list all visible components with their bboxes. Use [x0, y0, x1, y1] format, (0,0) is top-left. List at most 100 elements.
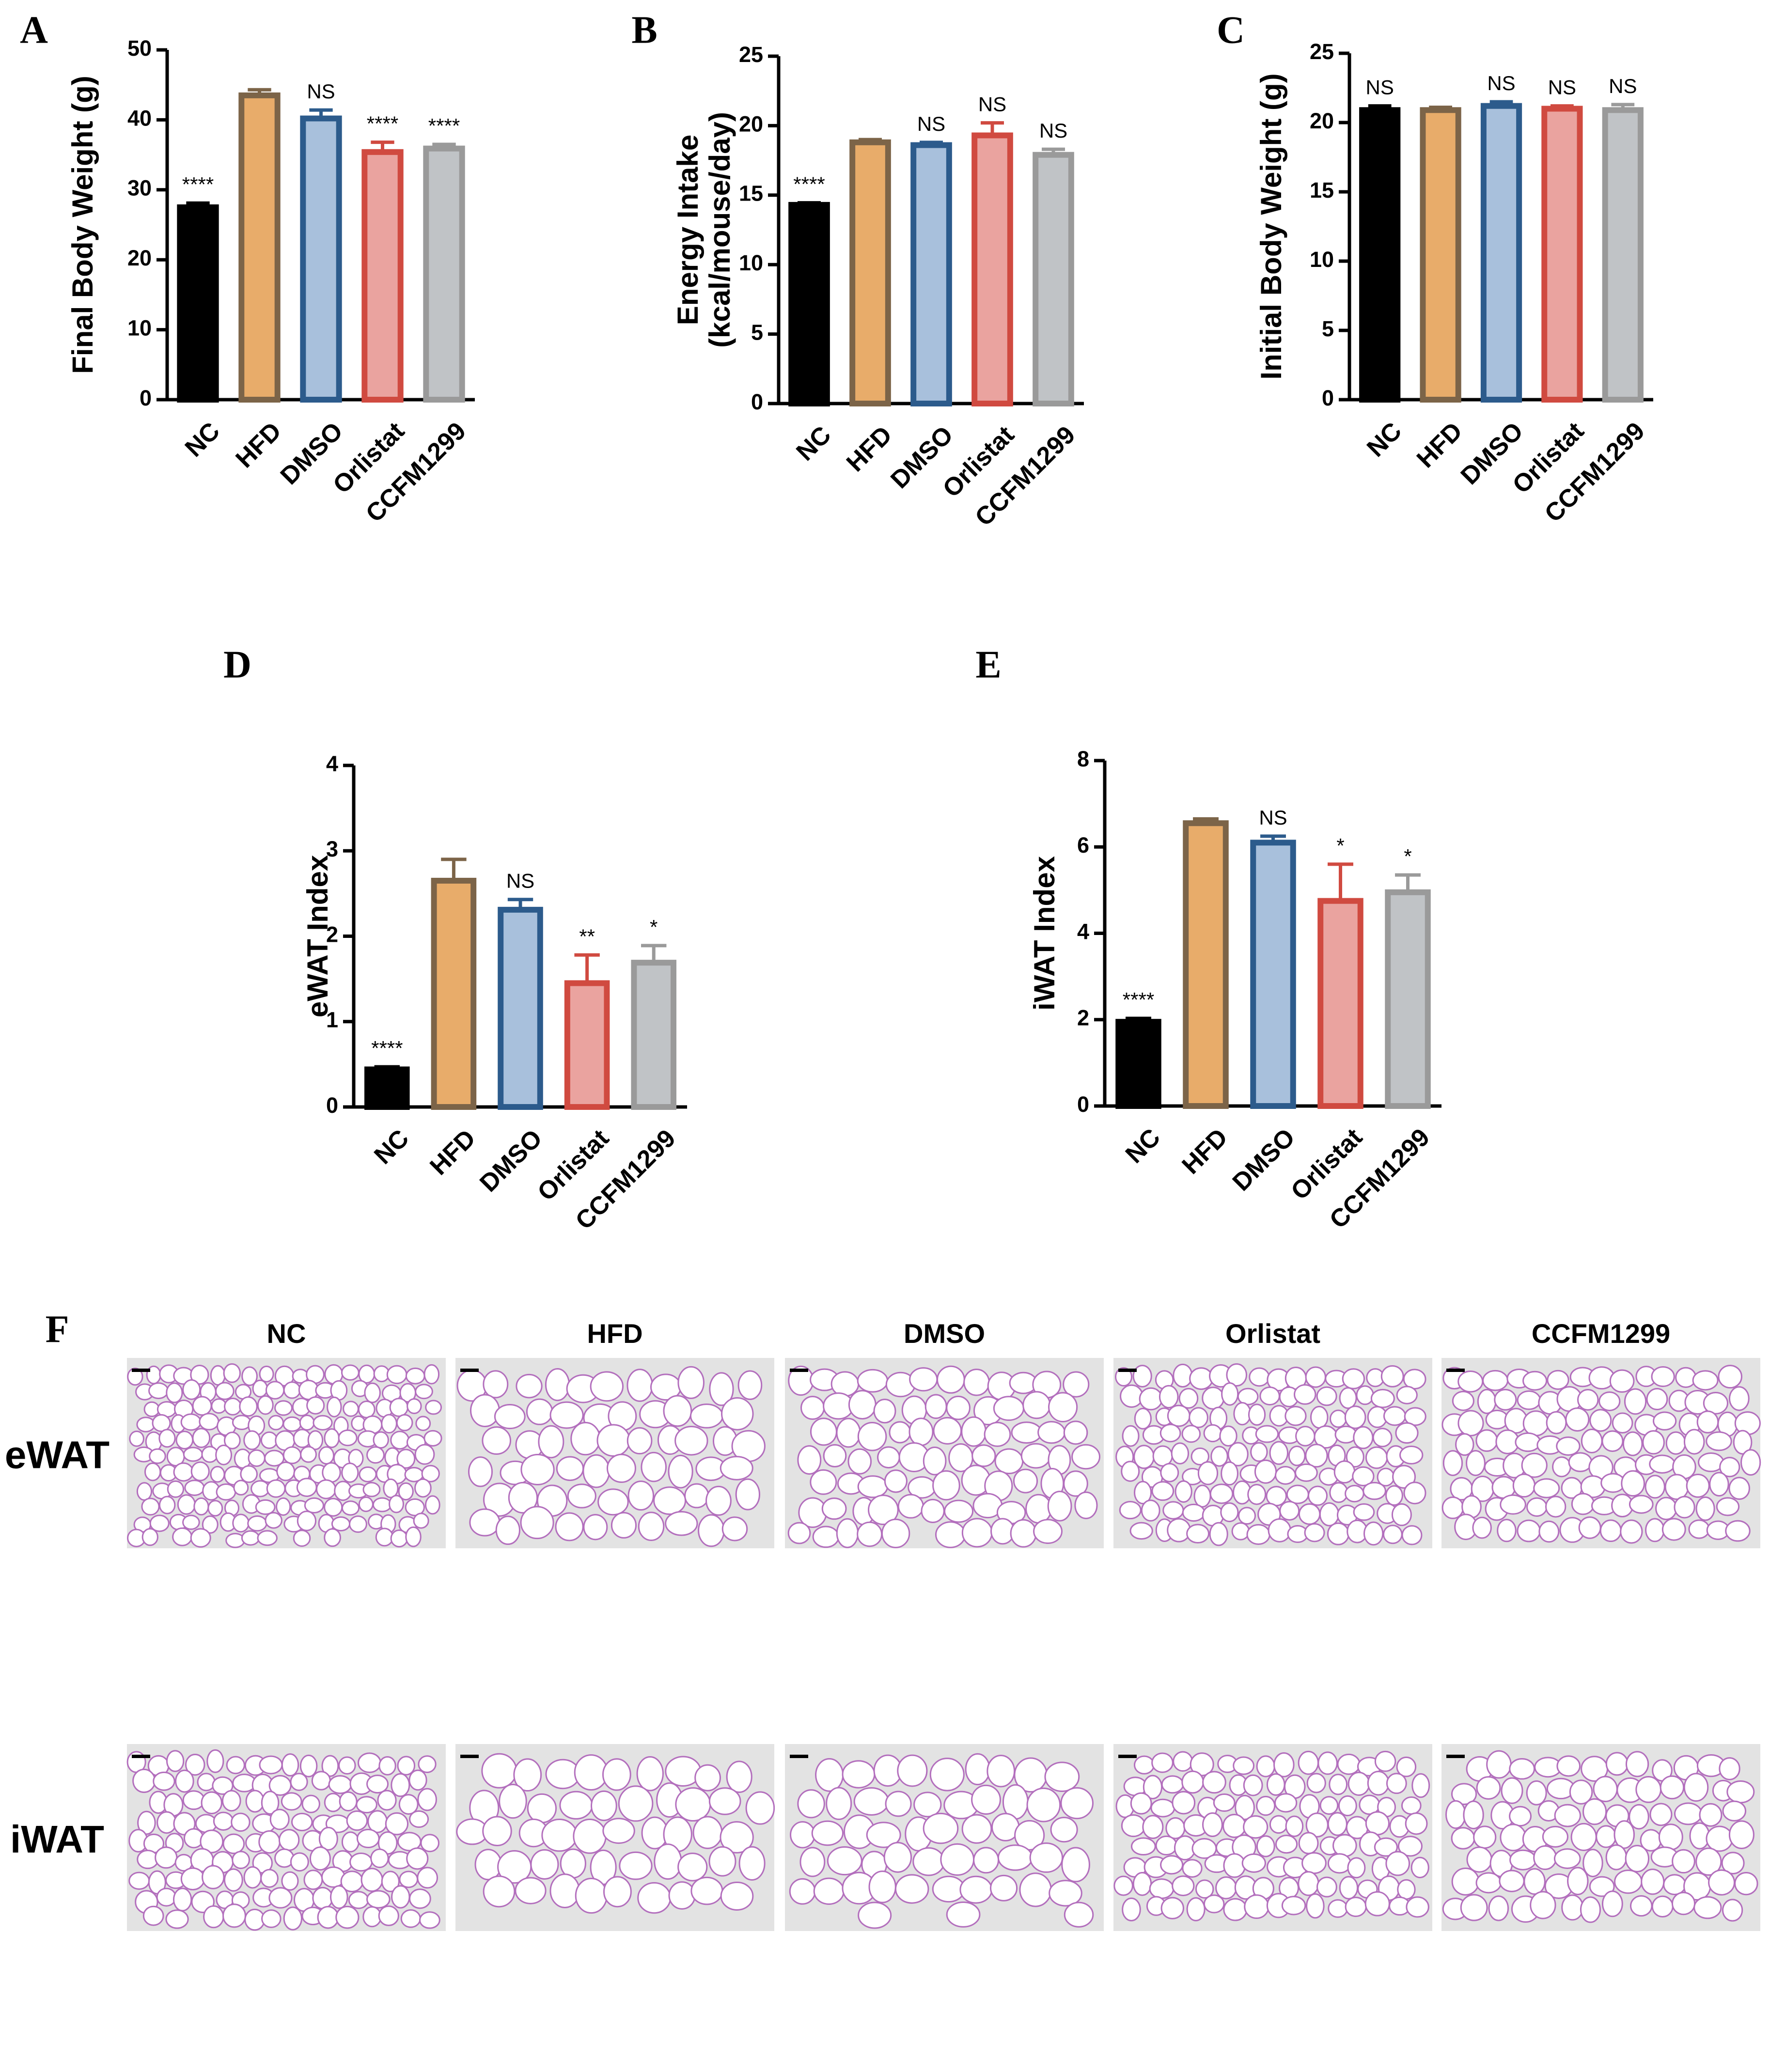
- adipocyte: [343, 1401, 359, 1417]
- adipocyte: [223, 1363, 241, 1383]
- adipocyte: [797, 1445, 822, 1475]
- adipocyte: [1305, 1444, 1328, 1468]
- adipocyte: [1284, 1406, 1307, 1426]
- adipocyte: [1347, 1857, 1366, 1879]
- adipocyte: [383, 1478, 399, 1498]
- adipocyte: [549, 1873, 580, 1908]
- bar-orlistat: [1317, 898, 1363, 1109]
- adipocyte: [203, 1905, 224, 1929]
- adipocyte: [1274, 1465, 1296, 1485]
- adipocyte: [1019, 1872, 1052, 1907]
- adipocyte: [127, 1368, 143, 1386]
- adipocyte: [1722, 1800, 1747, 1822]
- bar-dmso: [498, 906, 543, 1110]
- adipocyte: [1298, 1503, 1321, 1525]
- adipocyte: [1706, 1431, 1732, 1451]
- adipocyte: [260, 1431, 278, 1449]
- adipocyte: [1286, 1484, 1309, 1504]
- adipocyte: [1367, 1771, 1390, 1796]
- adipocyte: [1664, 1474, 1689, 1500]
- adipocyte: [811, 1820, 844, 1846]
- adipocyte: [341, 1831, 360, 1853]
- adipocyte: [959, 1875, 993, 1904]
- adipocyte: [1044, 1761, 1080, 1792]
- adipocyte: [946, 1901, 981, 1928]
- adipocyte: [1222, 1813, 1247, 1838]
- significance-label: ****: [428, 114, 460, 137]
- adipocyte: [1298, 1832, 1319, 1854]
- panel-label-d: D: [223, 643, 251, 686]
- adipocyte: [590, 1371, 624, 1402]
- adipocyte: [638, 1511, 665, 1542]
- adipocyte: [128, 1871, 150, 1890]
- adipocyte: [1266, 1773, 1285, 1796]
- adipocyte: [1173, 1751, 1193, 1772]
- adipocyte: [1570, 1823, 1597, 1851]
- adipocyte: [636, 1756, 664, 1792]
- adipocyte: [692, 1816, 723, 1849]
- adipocyte: [399, 1870, 419, 1888]
- adipocyte: [1307, 1485, 1328, 1506]
- adipocyte: [709, 1372, 734, 1406]
- adipocyte: [883, 1841, 912, 1873]
- adipocyte: [413, 1512, 429, 1529]
- significance-label: *: [1336, 834, 1344, 857]
- adipocyte: [335, 1905, 360, 1929]
- adipocyte: [1451, 1868, 1480, 1896]
- adipocyte: [826, 1787, 852, 1820]
- adipocyte: [1071, 1444, 1101, 1470]
- adipocyte: [1561, 1894, 1584, 1921]
- adipocyte: [408, 1888, 431, 1909]
- adipocyte: [689, 1403, 723, 1429]
- adipocyte: [356, 1796, 377, 1814]
- adipocyte: [307, 1430, 324, 1450]
- adipocyte: [1215, 1876, 1237, 1900]
- adipocyte: [1151, 1481, 1175, 1501]
- histology-image-ewat-hfd: [455, 1358, 774, 1548]
- adipocyte: [470, 1394, 500, 1427]
- adipocyte: [1708, 1869, 1736, 1896]
- y-tick-label: 50: [127, 36, 152, 61]
- adipocyte: [1661, 1518, 1686, 1541]
- adipocyte: [261, 1791, 280, 1815]
- adipocyte: [520, 1506, 554, 1540]
- adipocyte: [200, 1829, 224, 1854]
- adipocyte: [1256, 1755, 1275, 1777]
- adipocyte: [1279, 1501, 1300, 1521]
- adipocyte: [698, 1514, 725, 1547]
- adipocyte: [1598, 1391, 1621, 1411]
- adipocyte: [971, 1784, 1001, 1815]
- adipocyte: [1497, 1519, 1517, 1542]
- adipocyte: [1601, 1890, 1623, 1917]
- adipocyte: [1165, 1817, 1186, 1839]
- adipocyte: [1132, 1871, 1152, 1896]
- adipocyte: [1237, 1507, 1256, 1525]
- adipocyte: [1699, 1803, 1723, 1827]
- adipocyte: [1593, 1776, 1618, 1803]
- adipocyte: [1372, 1428, 1393, 1448]
- bar-nc: [1115, 1019, 1161, 1109]
- adipocyte: [1243, 1815, 1269, 1839]
- adipocyte: [165, 1909, 189, 1929]
- adipocyte: [1213, 1793, 1236, 1812]
- adipocyte: [348, 1515, 367, 1533]
- adipocyte: [346, 1810, 368, 1831]
- adipocyte: [233, 1480, 249, 1496]
- adipocyte: [1020, 1443, 1051, 1469]
- adipocyte: [1142, 1815, 1164, 1839]
- adipocyte: [868, 1495, 899, 1526]
- adipocyte: [300, 1446, 317, 1463]
- adipocyte: [366, 1446, 385, 1464]
- adipocyte: [1649, 1803, 1673, 1826]
- bar-nc: [1359, 107, 1401, 403]
- y-tick-label: 20: [1310, 109, 1334, 133]
- adipocyte: [1026, 1787, 1061, 1823]
- adipocyte: [223, 1432, 241, 1449]
- adipocyte: [318, 1826, 338, 1851]
- adipocyte: [201, 1791, 222, 1814]
- adipocyte: [1515, 1432, 1541, 1452]
- adipocyte: [1445, 1800, 1466, 1829]
- adipocyte: [495, 1515, 520, 1545]
- significance-label: ****: [371, 1037, 403, 1059]
